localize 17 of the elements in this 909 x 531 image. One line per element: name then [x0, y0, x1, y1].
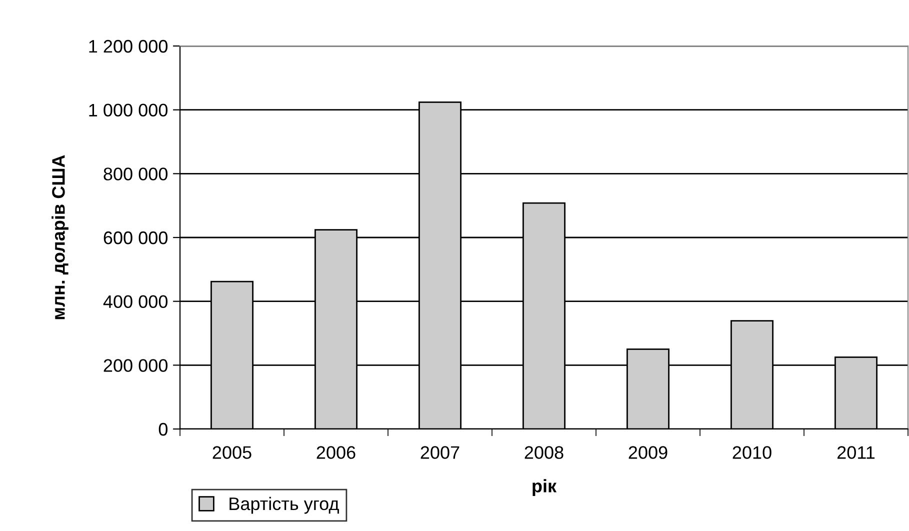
x-tick-label: 2008	[524, 446, 564, 459]
y-tick-label: 800 000	[104, 168, 168, 180]
x-tick-label: 2006	[316, 446, 356, 459]
x-tick-label: 2007	[420, 446, 460, 459]
y-tick-label: 200 000	[104, 359, 168, 372]
y-axis-title: млн. доларів США	[52, 155, 68, 320]
x-tick-label: 2011	[837, 446, 875, 459]
x-axis-title: рік	[532, 479, 557, 496]
x-tick-label: 2009	[628, 446, 668, 459]
y-tick-label: 1 200 000	[89, 40, 168, 53]
legend-label: Вартість угод	[230, 496, 339, 514]
y-tick-label: 600 000	[104, 231, 168, 244]
x-tick-label: 2005	[212, 446, 252, 459]
y-tick-label: 1 000 000	[89, 104, 168, 117]
y-tick-label: 400 000	[103, 295, 168, 308]
y-tick-label: 0	[158, 422, 168, 436]
x-tick-label: 2010	[732, 446, 772, 459]
